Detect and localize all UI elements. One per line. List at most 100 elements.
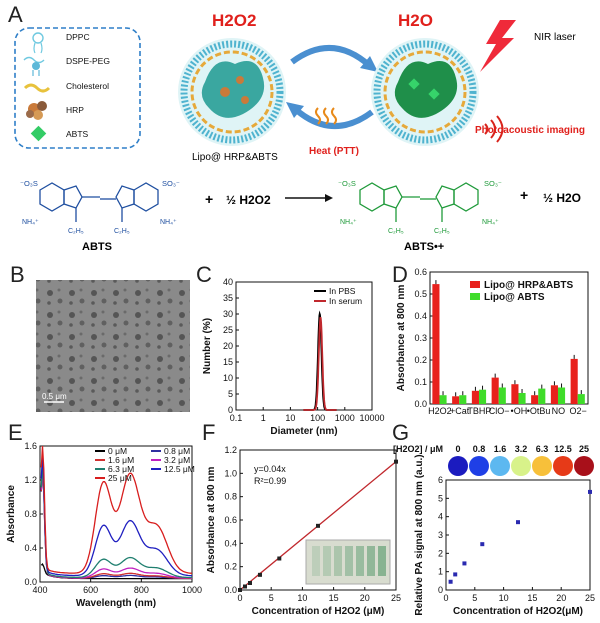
half-h2o2: ½ H2O2 bbox=[226, 193, 271, 207]
y-tick-label: 0.3 bbox=[414, 333, 427, 343]
panel-label-d: D bbox=[392, 262, 408, 287]
y-tick-label: 6 bbox=[438, 475, 443, 485]
pa-label: Photoacoustic imaging bbox=[475, 125, 585, 136]
x-tick-label: 10 bbox=[499, 593, 509, 603]
x-tick-label: 0 bbox=[237, 593, 242, 603]
x-axis-label-c: Diameter (nm) bbox=[270, 426, 337, 437]
legend-label-1: In serum bbox=[329, 296, 362, 306]
legend-label-e-3: 3.2 μM bbox=[164, 455, 190, 465]
liposome-after-icon bbox=[371, 38, 479, 146]
legend-label-e-5: 12.5 μM bbox=[164, 464, 195, 474]
hrp-icon bbox=[26, 101, 47, 120]
y-axis-label-e: Absorbance bbox=[6, 485, 17, 543]
bar-0-4 bbox=[511, 384, 519, 404]
plot-frame bbox=[445, 479, 591, 591]
legend-label-0: In PBS bbox=[329, 286, 356, 296]
legend-swatch-d-1 bbox=[470, 293, 480, 300]
y-tick-label: 35 bbox=[223, 293, 233, 303]
cholesterol-icon bbox=[23, 83, 51, 93]
category-label: NO bbox=[552, 406, 566, 416]
x-tick-label: 25 bbox=[585, 593, 595, 603]
legend-label-d-1: Lipo@ ABTS bbox=[484, 292, 545, 303]
x-tick-label: 1000 bbox=[182, 585, 202, 595]
x-axis-label-f: Concentration of H2O2 (μM) bbox=[252, 606, 385, 617]
x-tick-label: 5 bbox=[472, 593, 477, 603]
y-tick-label: 0.4 bbox=[24, 543, 37, 553]
x-tick-label: 25 bbox=[391, 593, 401, 603]
pa-level-label-5: 12.5 bbox=[554, 444, 572, 454]
y-tick-label: 0.8 bbox=[224, 492, 237, 502]
cuvette-icon bbox=[334, 546, 342, 576]
pa-image-circle-3 bbox=[511, 456, 531, 476]
y-tick-label: 20 bbox=[223, 341, 233, 351]
y-axis-label-d: Absorbance at 800 nm bbox=[396, 285, 407, 392]
legend-label-d-0: Lipo@ HRP&ABTS bbox=[484, 280, 574, 291]
x-tick-label: 15 bbox=[527, 593, 537, 603]
data-point-f-6 bbox=[394, 459, 398, 464]
y-tick-label: 1.6 bbox=[24, 441, 37, 451]
y-tick-label: 0.8 bbox=[24, 509, 37, 519]
pa-level-label-2: 1.6 bbox=[494, 444, 507, 454]
x-tick-label: 5 bbox=[269, 593, 274, 603]
bar-1-5 bbox=[538, 388, 546, 404]
legend-label-e-2: 1.6 μM bbox=[108, 455, 134, 465]
legend-label-e-4: 6.3 μM bbox=[108, 464, 134, 474]
y-tick-label: 0.6 bbox=[414, 267, 427, 277]
pa-level-label-4: 6.3 bbox=[536, 444, 549, 454]
data-point-f-2 bbox=[247, 581, 252, 585]
chart-c: 0.1 1 10 100 1000 10000 0 5 10 15 20 25 30 35 40 Number… bbox=[202, 277, 385, 437]
x-tick-label: 0 bbox=[443, 593, 448, 603]
category-label: TBHP bbox=[467, 406, 491, 416]
half-h2o: ½ H2O bbox=[543, 191, 581, 205]
category-label: •OtBu bbox=[527, 406, 551, 416]
y-tick-label: 5 bbox=[438, 493, 443, 503]
bar-1-2 bbox=[478, 389, 487, 404]
tem-image bbox=[36, 280, 190, 412]
data-point-f-4 bbox=[277, 556, 282, 561]
y-tick-label: 0.2 bbox=[414, 355, 427, 365]
y-tick-label: 0.4 bbox=[224, 538, 237, 548]
pa-waves-icon bbox=[484, 115, 504, 143]
panel-label-c: C bbox=[196, 262, 212, 287]
panel-label-e: E bbox=[8, 420, 23, 445]
category-label: H2O2 bbox=[428, 406, 452, 416]
data-point-g-1 bbox=[453, 572, 458, 577]
panel-label-b: B bbox=[10, 262, 25, 287]
bar-1-7 bbox=[577, 394, 585, 404]
cuvette-icon bbox=[345, 546, 353, 576]
y-axis-label-c: Number (%) bbox=[202, 318, 213, 374]
so3-left-2: ⁻O₃S bbox=[338, 179, 356, 188]
so3-right: SO₃⁻ bbox=[162, 179, 180, 188]
nh4-right-2: NH₄⁺ bbox=[482, 219, 499, 226]
laser-icon bbox=[480, 20, 516, 72]
ethyl-left: C₂H₅ bbox=[68, 228, 84, 235]
bar-0-1 bbox=[452, 396, 460, 404]
legend-label-e-6: 25 μM bbox=[108, 473, 132, 483]
y-tick-label: 0.0 bbox=[24, 577, 37, 587]
x-tick-label: 100 bbox=[310, 413, 325, 423]
y-tick-label: 40 bbox=[223, 277, 233, 287]
nh4-left: NH₄⁺ bbox=[22, 219, 39, 226]
ethyl-right-2: C₂H₅ bbox=[434, 228, 450, 235]
h2o2-label: H2O2 bbox=[212, 11, 256, 30]
bar-0-2 bbox=[471, 390, 479, 404]
bar-0-3 bbox=[491, 377, 499, 404]
y-tick-label: 0.6 bbox=[224, 515, 237, 525]
x-tick-label: 10 bbox=[297, 593, 307, 603]
pa-level-label-0: 0 bbox=[455, 444, 460, 454]
abts-radical-name: ABTS•+ bbox=[404, 241, 444, 253]
bar-1-1 bbox=[459, 395, 467, 404]
data-point-g-3 bbox=[480, 542, 485, 547]
y-tick-label: 4 bbox=[438, 512, 443, 522]
data-point-f-5 bbox=[316, 523, 320, 528]
y-tick-label: 0 bbox=[438, 585, 443, 595]
y-tick-label: 1.0 bbox=[224, 468, 237, 478]
pa-image-circle-4 bbox=[532, 456, 552, 476]
equation-label: y=0.04x bbox=[254, 464, 286, 474]
x-tick-label: 15 bbox=[329, 593, 339, 603]
cuvette-icon bbox=[323, 546, 331, 576]
scale-bar-label: 0.5 μm bbox=[42, 392, 67, 401]
reaction-arrow-icon bbox=[285, 194, 333, 202]
plus-sign-2: + bbox=[520, 187, 528, 203]
